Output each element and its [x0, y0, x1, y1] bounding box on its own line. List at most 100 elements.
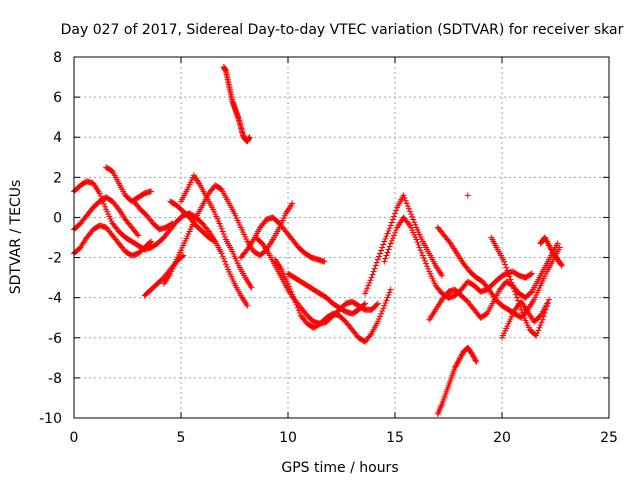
data-point [413, 236, 420, 243]
data-point-trail [168, 221, 175, 228]
data-point-trail [380, 305, 387, 312]
data-point-trail [453, 362, 460, 369]
data-point-trail [512, 291, 519, 298]
data-point [406, 208, 413, 215]
data-point-trail [377, 250, 384, 257]
data-point-trail [384, 294, 391, 301]
data-point-trail [456, 355, 463, 362]
data-point [285, 280, 291, 287]
data-point-trail [365, 282, 372, 289]
y-tick-label: 2 [53, 170, 62, 186]
data-point [248, 284, 255, 291]
y-tick-labels: -10 -8 -6 -4 -2 0 2 4 6 8 [39, 50, 62, 427]
data-point-trail [211, 237, 218, 244]
data-point-trail [458, 352, 465, 359]
data-point [469, 350, 476, 357]
data-point-trail [543, 237, 550, 244]
data-point-trail [472, 357, 479, 364]
data-point [291, 296, 298, 303]
data-point [528, 270, 535, 277]
data-point [374, 318, 381, 325]
series-arc-n [285, 270, 369, 317]
x-tick-label: 15 [386, 430, 404, 446]
data-point-trail [383, 233, 390, 240]
series-arc-t [488, 234, 553, 339]
data-point [473, 358, 480, 365]
data-point-trail [536, 324, 543, 331]
data-point-trail [421, 257, 428, 264]
y-tick-label: 4 [53, 130, 62, 146]
data-point-trail [146, 239, 153, 246]
data-point [381, 302, 388, 309]
chart-title: Day 027 of 2017, Sidereal Day-to-day VTE… [61, 22, 624, 38]
data-point-trail [382, 300, 389, 307]
data-point-trail [534, 330, 541, 337]
data-point-trail [385, 246, 392, 253]
y-tick-label: -2 [48, 251, 62, 267]
series-arc-c [71, 194, 142, 239]
data-point-trail [290, 293, 297, 300]
data-point [556, 244, 563, 251]
data-point-trail [527, 271, 534, 278]
data-point [507, 276, 514, 283]
y-axis-label: SDTVAR / TECUs [8, 180, 24, 295]
data-point-trail [390, 213, 397, 220]
data-point-trail [366, 279, 373, 286]
data-point-trail [546, 243, 553, 250]
series-arc-j [220, 64, 253, 145]
y-tick-label: 8 [53, 50, 62, 66]
x-tick-label: 10 [279, 430, 297, 446]
data-point [289, 200, 296, 207]
x-tick-label: 25 [600, 430, 618, 446]
data-point-trail [452, 363, 459, 370]
data-point-trail [535, 327, 542, 334]
data-point-trail [558, 261, 565, 268]
data-point [554, 240, 561, 247]
data-point-trail [289, 291, 296, 298]
data-point-trail [417, 247, 424, 254]
data-point [546, 296, 553, 303]
x-tick-label: 5 [177, 430, 186, 446]
data-point [148, 238, 155, 245]
data-point-trail [506, 273, 513, 280]
data-point-trail [222, 261, 229, 268]
data-point-trail [511, 288, 518, 295]
data-point-trail [505, 270, 512, 277]
data-point-trail [134, 231, 141, 238]
data-point-trail [378, 247, 385, 254]
data-point-trail [219, 228, 226, 235]
data-point-trail [382, 235, 389, 242]
data-point-trail [538, 319, 545, 326]
data-point [541, 234, 548, 241]
data-point-trail [295, 307, 302, 314]
data-point-trail [392, 210, 398, 217]
data-point-trail [405, 221, 412, 228]
data-point [546, 242, 553, 249]
data-point-trail [367, 277, 374, 284]
data-point-trail [380, 241, 387, 248]
data-point-trail [519, 309, 526, 316]
data-point-trail [545, 241, 552, 248]
data-point-trail [370, 268, 377, 275]
data-point-trail [389, 235, 396, 242]
data-point-trail [383, 297, 390, 304]
data-point-trail [409, 213, 416, 220]
data-point-trail [219, 253, 226, 260]
data-point [216, 220, 223, 227]
series-arc-w [464, 192, 471, 199]
data-point-trail [408, 211, 415, 218]
data-point [218, 250, 225, 257]
data-point [419, 252, 426, 259]
data-point-trail [293, 302, 300, 309]
data-point [135, 232, 142, 239]
data-point-trail [292, 299, 299, 306]
data-point-trail [386, 243, 393, 250]
data-point-trail [379, 244, 386, 251]
data-point-trail [542, 235, 549, 242]
data-point-trail [373, 259, 380, 266]
data-point [180, 252, 187, 259]
data-point-trail [386, 225, 393, 232]
data-point-trail [384, 230, 391, 237]
data-point-trail [420, 255, 427, 262]
